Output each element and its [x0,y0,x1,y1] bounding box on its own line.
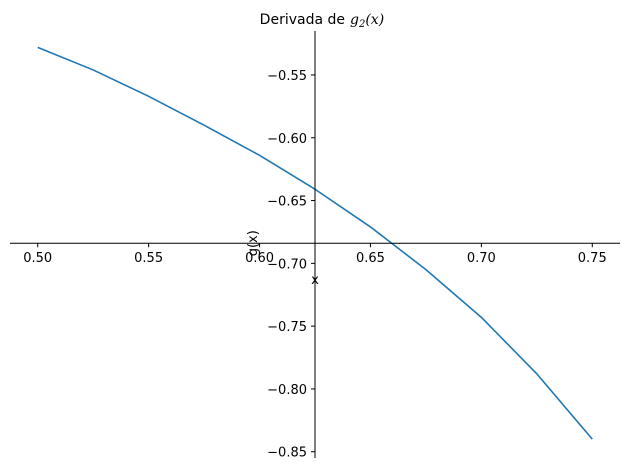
chart-title-math-subscript: 2 [358,19,365,30]
x-tick-label: 0.55 [134,251,163,266]
x-axis-label: x [311,273,319,288]
x-tick-label: 0.65 [356,251,385,266]
x-tick-label: 0.75 [578,251,607,266]
chart-title: Derivada de g2(x) [260,12,385,30]
chart-title-math: g2(x) [350,12,384,30]
x-tick-label: 0.60 [245,251,274,266]
y-tick-label: −0.80 [267,383,307,398]
y-tick-label: −0.65 [267,195,307,210]
y-tick-label: −0.75 [267,320,307,335]
chart-title-math-base: g [350,12,359,28]
x-tick-label: 0.70 [467,251,496,266]
y-tick-label: −0.55 [267,69,307,84]
y-ticks: −0.55 −0.60 −0.65 −0.70 −0.75 −0.80 −0.85 [267,69,315,461]
axes-layer [10,31,620,458]
x-ticks: 0.50 0.55 0.60 0.65 0.70 0.75 [23,243,607,266]
x-tick-label: 0.50 [23,251,52,266]
chart-title-text: Derivada de [260,12,345,28]
y-tick-label: −0.60 [267,132,307,147]
y-axis-label: g(x) [246,230,261,256]
y-tick-label: −0.85 [267,446,307,461]
chart-title-math-arg: (x) [365,12,384,28]
y-tick-label: −0.70 [267,257,307,272]
